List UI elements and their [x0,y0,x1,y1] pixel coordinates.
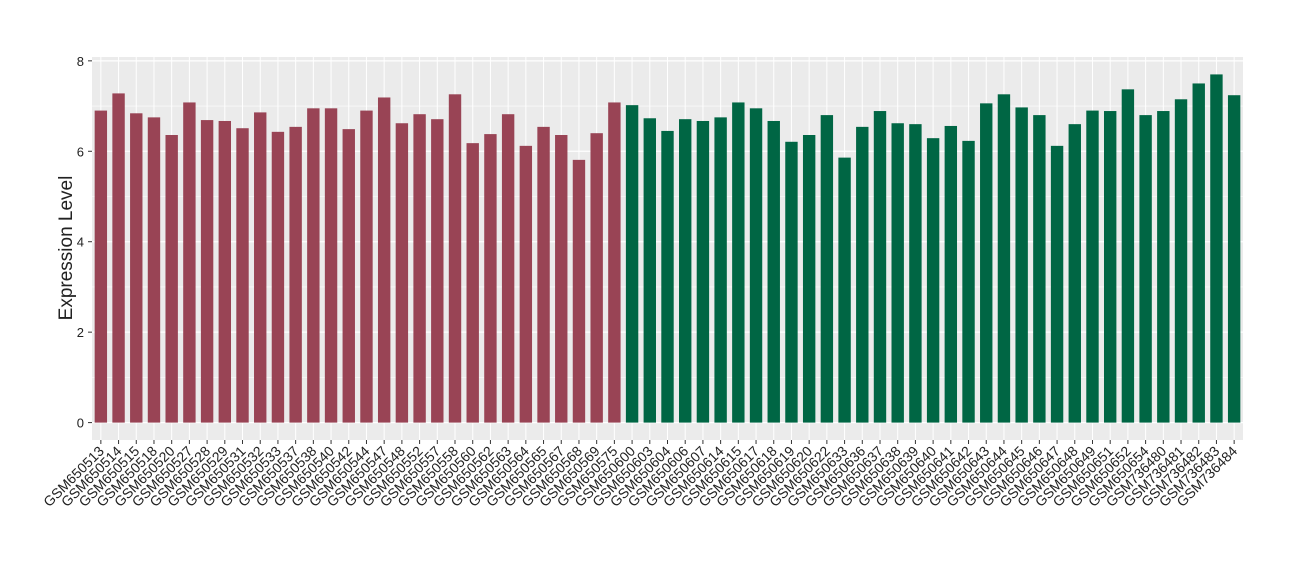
bar [891,123,904,423]
bar [324,108,338,423]
bar [749,108,763,423]
bar [572,159,586,423]
bar [555,135,568,423]
bar [1139,115,1152,423]
bar [147,117,161,423]
bar [200,120,214,423]
bar [360,110,373,423]
bar [1210,74,1223,423]
bar [183,102,196,423]
bar [377,97,391,423]
bar [1033,115,1046,423]
bar [130,113,143,423]
bar [1192,83,1205,423]
bar [165,135,178,423]
bar [448,94,462,423]
bar [112,93,125,423]
bar [590,133,603,423]
y-tick-label: 2 [77,325,84,340]
bar [785,141,798,423]
bar [395,123,409,423]
bar [501,114,515,423]
bar [1174,99,1188,423]
bar [909,124,922,423]
y-tick-label: 0 [77,416,84,431]
bar [962,140,975,423]
bar [643,118,656,423]
bar [926,138,940,423]
bar [271,131,285,423]
bar [254,112,267,423]
bar [679,119,692,423]
bar [944,125,958,423]
bar [980,103,993,423]
bar [484,134,497,423]
bar [289,126,302,423]
bar [1050,145,1064,423]
bar [1157,111,1170,423]
bar [1086,110,1099,423]
bar [1015,107,1028,423]
bar [413,114,426,423]
y-axis-label: Expression Level [56,176,77,321]
y-tick-label: 8 [77,54,84,69]
bar [1103,111,1117,423]
bar [767,120,780,423]
bar [519,145,533,423]
bar [1121,89,1135,423]
bar [696,120,710,423]
bar [661,130,674,423]
bar [431,119,444,423]
bar [1068,124,1081,423]
bar [856,126,869,423]
bar [838,157,851,423]
bar [342,129,355,423]
bar [307,108,320,423]
bar [1227,95,1241,423]
bar [466,143,479,423]
bar [537,126,550,423]
bar [236,128,249,423]
bar [820,115,834,423]
bar [94,110,108,423]
bar [608,102,621,423]
bar [873,111,887,423]
y-tick-label: 6 [77,144,84,159]
bar [997,94,1011,423]
bar [714,117,727,423]
bar [218,120,232,423]
bar [802,135,816,423]
bar [732,102,745,423]
bar [625,105,639,423]
y-tick-label: 4 [77,235,84,250]
